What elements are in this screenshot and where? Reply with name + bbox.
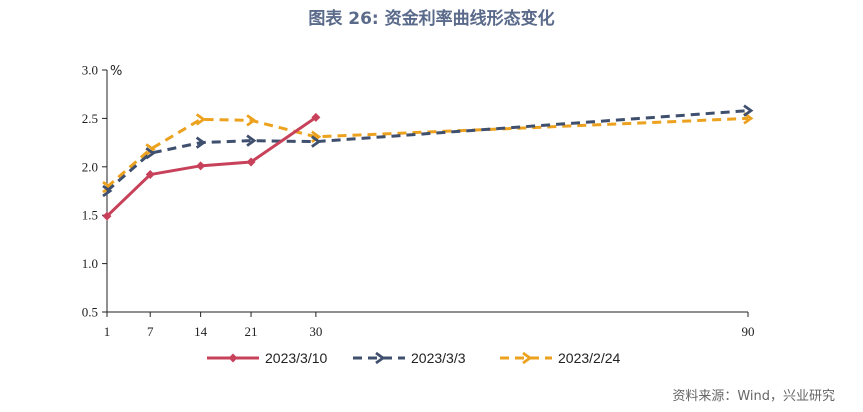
series-2023/3/10 (102, 112, 321, 221)
data-point (246, 114, 257, 127)
x-tick-label: 30 (309, 324, 322, 339)
series-line (105, 116, 317, 218)
data-point (743, 104, 754, 117)
data-point (195, 113, 207, 126)
data-point (145, 143, 156, 156)
data-point (311, 135, 322, 148)
y-tick-label: 1.5 (82, 208, 98, 223)
data-point (196, 161, 206, 171)
y-axis-unit: % (110, 64, 122, 79)
legend-label: 2023/3/3 (411, 350, 466, 366)
series-layer (102, 104, 754, 221)
x-tick-label: 90 (742, 324, 755, 339)
x-tick-label: 14 (194, 324, 208, 339)
y-tick-label: 0.5 (82, 305, 98, 320)
data-point (145, 170, 155, 180)
source-note: 资料来源：Wind，兴业研究 (672, 389, 835, 404)
legend-item: 2023/3/3 (353, 350, 466, 366)
data-point (246, 134, 257, 147)
series-line (106, 109, 749, 193)
x-tick-label: 1 (104, 324, 111, 339)
series-2023/2/24 (102, 112, 754, 194)
legend-item: 2023/2/24 (500, 350, 620, 366)
data-point (246, 157, 256, 167)
data-point (311, 130, 322, 143)
axes: 0.5 1.0 1.5 2.0 2.5 3.0 % 1 7 14 21 30 90 (82, 63, 755, 340)
legend-label: 2023/2/24 (558, 350, 620, 366)
data-point (311, 112, 321, 122)
legend-marker (228, 353, 238, 363)
legend: 2023/3/10 2023/3/3 2023/2/24 (207, 350, 620, 366)
chart-title: 图表 26: 资金利率曲线形态变化 (308, 9, 555, 29)
y-tick-label: 1.0 (82, 256, 98, 271)
data-point (102, 184, 113, 198)
data-point (195, 136, 207, 149)
series-line (106, 116, 749, 189)
y-tick-label: 3.0 (82, 63, 98, 78)
series-2023/3/3 (102, 104, 754, 198)
data-point (102, 211, 112, 221)
y-tick-label: 2.0 (82, 159, 98, 174)
legend-label: 2023/3/10 (265, 350, 327, 366)
legend-item: 2023/3/10 (207, 350, 327, 366)
data-point (145, 147, 156, 160)
legend-marker (375, 351, 386, 365)
x-tick-label: 21 (245, 324, 258, 339)
x-tick-label: 7 (147, 324, 154, 339)
y-tick-label: 2.5 (82, 111, 98, 126)
legend-marker (522, 351, 533, 365)
